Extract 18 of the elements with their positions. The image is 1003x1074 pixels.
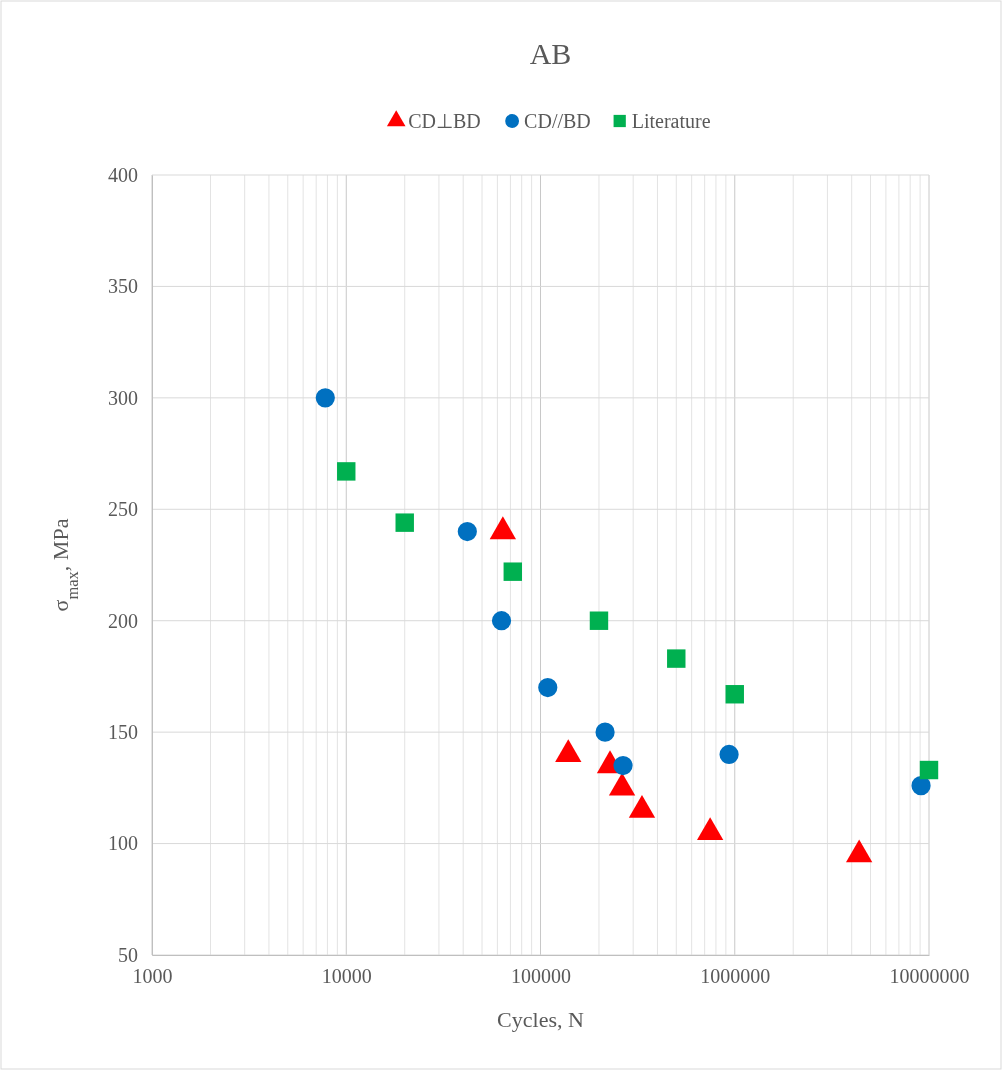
y-tick-label: 200 (108, 609, 138, 632)
y-tick-label: 50 (118, 943, 138, 966)
y-tick-label: 400 (108, 163, 138, 186)
x-tick-label: 100000 (511, 965, 571, 988)
y-tick-label: 350 (108, 275, 138, 298)
y-tick-label: 100 (108, 832, 138, 855)
x-tick-label: 1000 (132, 965, 173, 988)
x-tick-label: 10000000 (889, 965, 970, 988)
x-axis-title: Cycles, N (497, 1007, 584, 1032)
y-tick-label: 300 (108, 386, 138, 409)
y-tick-label: 250 (108, 498, 138, 521)
chart-title: AB (529, 37, 572, 70)
x-tick-label: 10000 (321, 965, 372, 988)
legend-label: CD//BD (524, 110, 591, 132)
legend-label: Literature (631, 110, 711, 132)
y-tick-label: 150 (108, 721, 138, 744)
x-tick-label: 1000000 (700, 965, 771, 988)
legend-label: CD⊥BD (408, 110, 481, 132)
